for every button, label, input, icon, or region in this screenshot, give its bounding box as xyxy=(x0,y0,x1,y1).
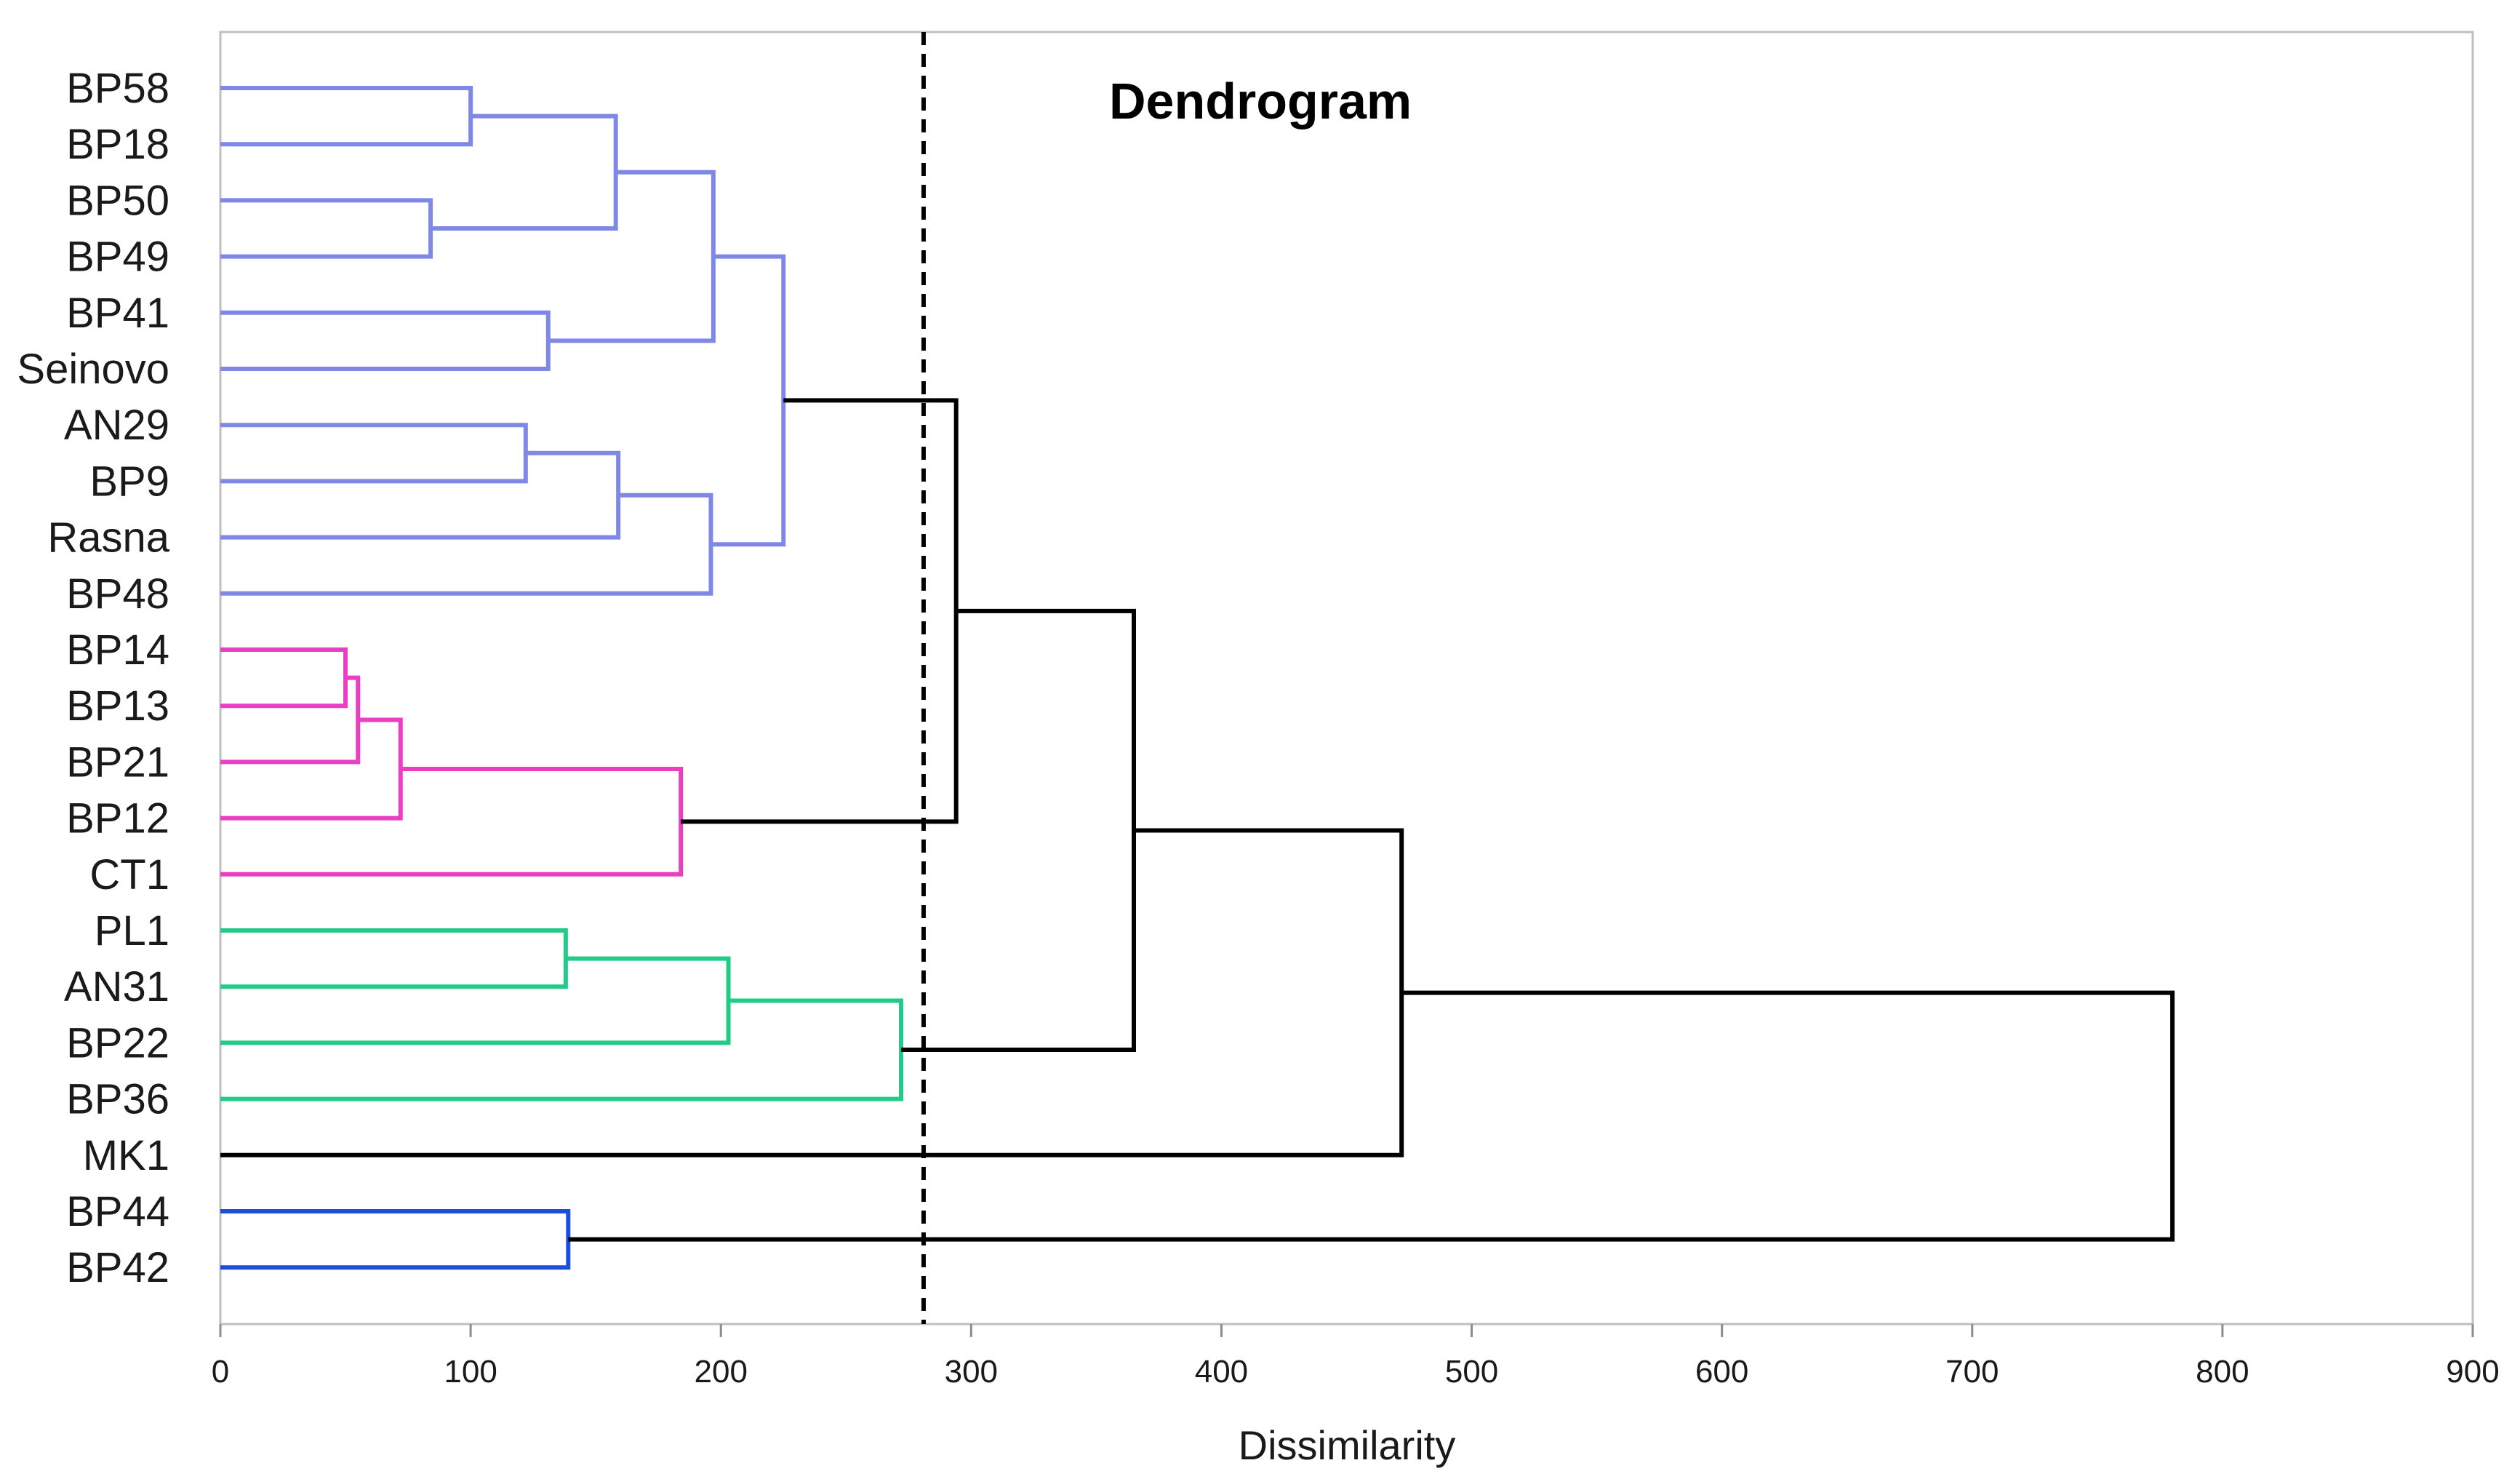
merge-link xyxy=(220,828,1404,1157)
merge-link xyxy=(711,254,786,547)
merge-link xyxy=(220,1209,571,1270)
merge-link xyxy=(220,998,903,1101)
leaf-label: BP36 xyxy=(66,1076,169,1123)
merge-link xyxy=(220,86,473,147)
leaf-label: BP12 xyxy=(66,795,169,842)
leaf-labels: BP58 BP18 BP50 BP49 BP41 Seinovo AN29 BP9 Rasna B… xyxy=(17,65,169,1291)
leaf-label: Seinovo xyxy=(17,346,169,393)
leaf-label: BP21 xyxy=(66,738,169,786)
x-axis: 0 100 200 300 400 500 600 700 800 900 xyxy=(212,1323,2500,1390)
merge-link xyxy=(220,423,528,484)
merge-link xyxy=(220,928,568,989)
x-tick-label: 200 xyxy=(695,1354,748,1390)
leaf-label: BP41 xyxy=(66,290,169,337)
leaf-label: BP22 xyxy=(66,1019,169,1067)
x-tick-label: 400 xyxy=(1195,1354,1248,1390)
leaf-label: BP14 xyxy=(66,626,169,674)
leaf-label: AN29 xyxy=(64,402,169,449)
merge-link xyxy=(220,956,731,1045)
leaf-label: BP13 xyxy=(66,682,169,730)
merge-link xyxy=(220,493,713,596)
merge-link xyxy=(220,647,348,709)
leaf-label: BP9 xyxy=(89,458,169,505)
merge-link xyxy=(568,990,2175,1242)
leaf-label: BP44 xyxy=(66,1188,169,1235)
merge-link xyxy=(220,717,403,821)
merge-link xyxy=(548,170,716,343)
x-axis-title: Dissimilarity xyxy=(1239,1422,1456,1468)
leaf-label: MK1 xyxy=(83,1132,169,1179)
merge-link xyxy=(900,608,1137,1053)
x-tick-label: 700 xyxy=(1945,1354,1999,1390)
x-tick-label: 600 xyxy=(1695,1354,1748,1390)
leaf-label: BP49 xyxy=(66,234,169,281)
chart-title: Dendrogram xyxy=(1109,73,1412,129)
merge-link xyxy=(681,398,959,824)
leaf-label: Rasna xyxy=(47,514,169,562)
merge-link xyxy=(431,113,618,231)
merge-link xyxy=(220,198,433,259)
leaf-label: BP42 xyxy=(66,1244,169,1291)
x-tick-label: 100 xyxy=(444,1354,497,1390)
merge-link xyxy=(220,450,621,540)
leaf-label: CT1 xyxy=(89,851,169,898)
leaf-label: BP18 xyxy=(66,121,169,168)
leaf-label: BP58 xyxy=(66,65,169,112)
leaf-label: BP48 xyxy=(66,570,169,618)
x-tick-label: 300 xyxy=(945,1354,998,1390)
leaf-label: BP50 xyxy=(66,177,169,224)
merge-link xyxy=(220,767,684,877)
x-tick-label: 900 xyxy=(2446,1354,2499,1390)
x-tick-label: 500 xyxy=(1445,1354,1498,1390)
x-tick-label: 0 xyxy=(212,1354,229,1390)
leaf-label: AN31 xyxy=(64,963,169,1010)
dendrogram-links xyxy=(220,86,2175,1270)
leaf-label: PL1 xyxy=(95,907,169,954)
merge-link xyxy=(220,675,361,765)
merge-link xyxy=(220,310,551,371)
plot-area-frame xyxy=(219,31,2474,1325)
x-tick-label: 800 xyxy=(2196,1354,2249,1390)
